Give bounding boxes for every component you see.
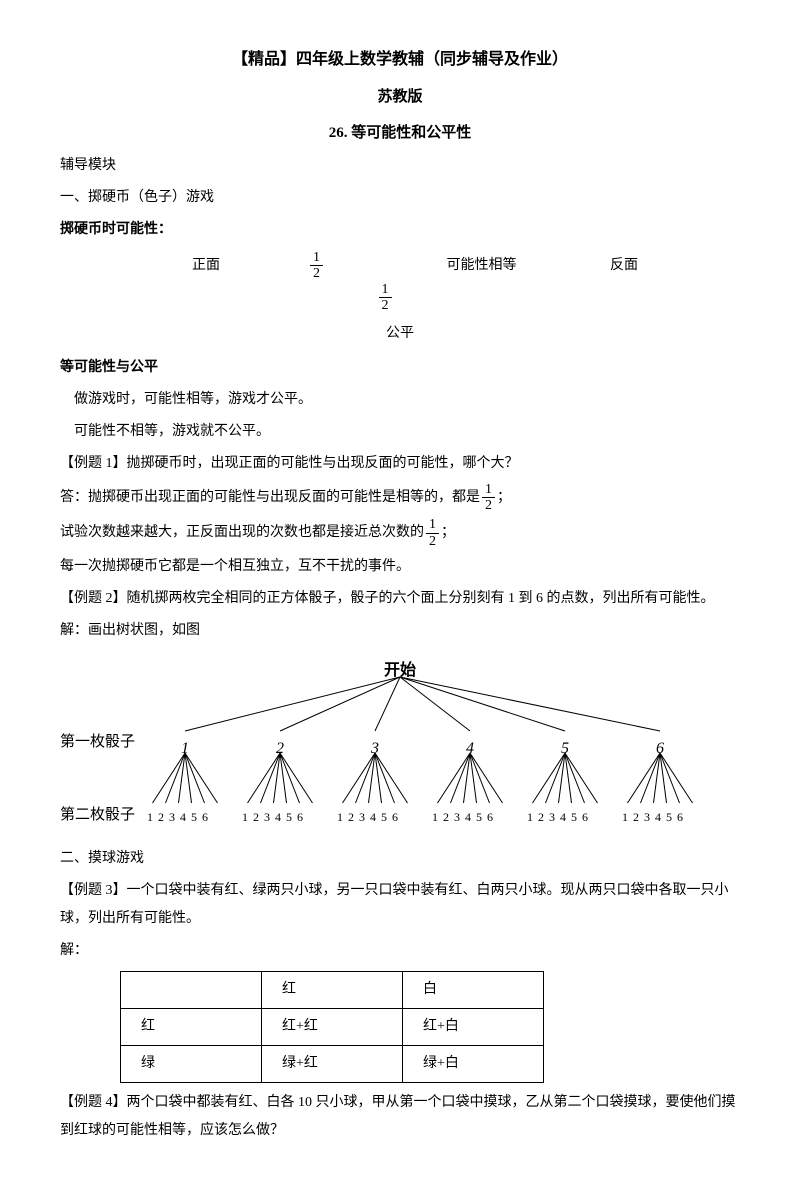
probability-row: 正面 12 可能性相等 反面 12	[60, 250, 740, 314]
fraction-half-1: 12	[280, 250, 353, 282]
tree-leaves-group: 1 2 3 4 5 6	[147, 805, 209, 829]
doc-title: 【精品】四年级上数学教辅（同步辅导及作业）	[60, 44, 740, 76]
example-1-answer-3: 每一次抛掷硬币它都是一个相互独立，互不干扰的事件。	[60, 553, 740, 581]
tree-leaves-group: 1 2 3 4 5 6	[242, 805, 304, 829]
table-cell: 红	[262, 972, 403, 1009]
section-1-heading: 一、掷硬币（色子）游戏	[60, 184, 740, 212]
module-label: 辅导模块	[60, 152, 740, 180]
table-cell: 绿	[121, 1046, 262, 1083]
tree-leaves-group: 1 2 3 4 5 6	[337, 805, 399, 829]
equal-fair-heading: 等可能性与公平	[60, 354, 740, 382]
doc-subtitle-1: 苏教版	[60, 82, 740, 112]
fair-label-row: 公平	[60, 320, 740, 348]
example-2-title: 【例题 2】随机掷两枚完全相同的正方体骰子，骰子的六个面上分别刻有 1 到 6 …	[60, 585, 740, 613]
example-1-title: 【例题 1】抛掷硬币时，出现正面的可能性与出现反面的可能性，哪个大？	[60, 450, 740, 478]
table-row: 红 红+红 红+白	[121, 1009, 544, 1046]
table-cell: 绿+白	[403, 1046, 544, 1083]
doc-subtitle-2: 26. 等可能性和公平性	[60, 118, 740, 148]
table-cell	[121, 972, 262, 1009]
coin-possibility-label: 掷硬币时可能性：	[60, 216, 740, 244]
fraction-half-3: 12	[482, 482, 495, 514]
combination-table: 红 白 红 红+红 红+白 绿 绿+红 绿+白	[120, 971, 544, 1083]
tree-node-d1: 1	[181, 733, 189, 765]
tails-label: 反面	[610, 258, 638, 273]
tree-node-d1: 5	[561, 733, 569, 765]
example-3-solution-label: 解：	[60, 937, 740, 965]
example-4-title: 【例题 4】两个口袋中都装有红、白各 10 只小球，甲从第一个口袋中摸球，乙从第…	[60, 1089, 740, 1145]
fair-label: 公平	[386, 326, 414, 341]
section-2-heading: 二、摸球游戏	[60, 845, 740, 873]
example-2-solution-label: 解：画出树状图，如图	[60, 617, 740, 645]
table-cell: 红+红	[262, 1009, 403, 1046]
table-cell: 白	[403, 972, 544, 1009]
table-row: 红 白	[121, 972, 544, 1009]
fraction-half-2: 12	[349, 282, 422, 314]
tree-node-d1: 2	[276, 733, 284, 765]
table-row: 绿 绿+红 绿+白	[121, 1046, 544, 1083]
tree-leaves-group: 1 2 3 4 5 6	[527, 805, 589, 829]
tree-node-d1: 3	[371, 733, 379, 765]
table-cell: 红	[121, 1009, 262, 1046]
heads-label: 正面	[192, 258, 220, 273]
table-cell: 红+白	[403, 1009, 544, 1046]
example-1-answer-1: 答：抛掷硬币出现正面的可能性与出现反面的可能性是相等的，都是12；	[60, 482, 740, 514]
tree-leaves-group: 1 2 3 4 5 6	[622, 805, 684, 829]
tree-node-d1: 6	[656, 733, 664, 765]
example-3-title: 【例题 3】一个口袋中装有红、绿两只小球，另一只口袋中装有红、白两只小球。现从两…	[60, 877, 740, 933]
tree-leaves-group: 1 2 3 4 5 6	[432, 805, 494, 829]
fair-rule-2: 可能性不相等，游戏就不公平。	[60, 418, 740, 446]
fraction-half-4: 12	[426, 517, 439, 549]
equal-prob-label: 可能性相等	[447, 258, 517, 273]
fair-rule-1: 做游戏时，可能性相等，游戏才公平。	[60, 386, 740, 414]
tree-diagram: 开始 第一枚骰子 第二枚骰子 123456 1 2 3 4 5 61 2 3 4…	[60, 655, 740, 835]
example-1-answer-2: 试验次数越来越大，正反面出现的次数也都是接近总次数的12；	[60, 517, 740, 549]
tree-node-d1: 4	[466, 733, 474, 765]
table-cell: 绿+红	[262, 1046, 403, 1083]
